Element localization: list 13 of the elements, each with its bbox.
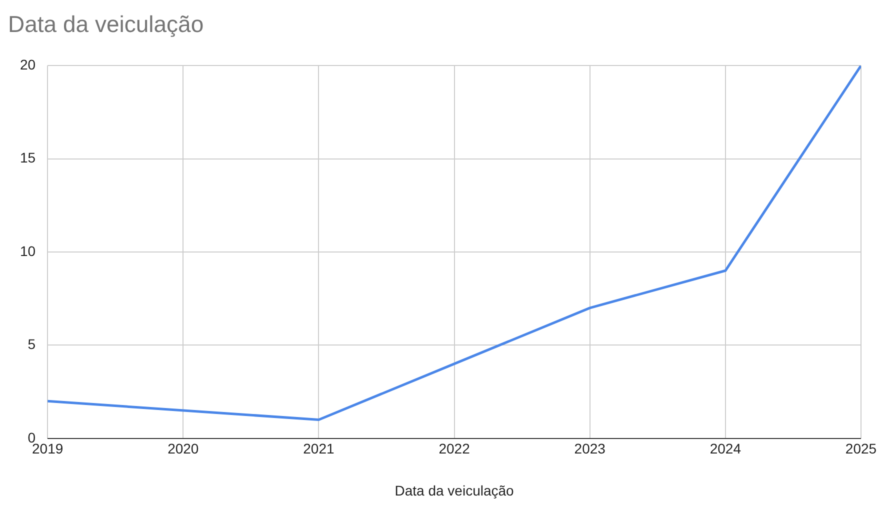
x-tick-label: 2021	[303, 440, 334, 457]
x-tick-label: 2020	[168, 440, 199, 457]
y-tick-label: 0	[28, 429, 36, 446]
y-tick-label: 15	[20, 150, 36, 166]
y-tick-label: 20	[20, 56, 36, 72]
x-axis-title: Data da veiculação	[394, 482, 514, 498]
x-tick-label: 2022	[438, 440, 470, 457]
x-tick-label: 2025	[845, 440, 877, 457]
x-tick-label: 2023	[574, 440, 606, 457]
y-tick-label: 5	[28, 336, 36, 352]
chart-title: Data da veiculação	[8, 11, 204, 38]
y-tick-label: 10	[20, 242, 36, 259]
x-tick-label: 2024	[710, 440, 742, 457]
